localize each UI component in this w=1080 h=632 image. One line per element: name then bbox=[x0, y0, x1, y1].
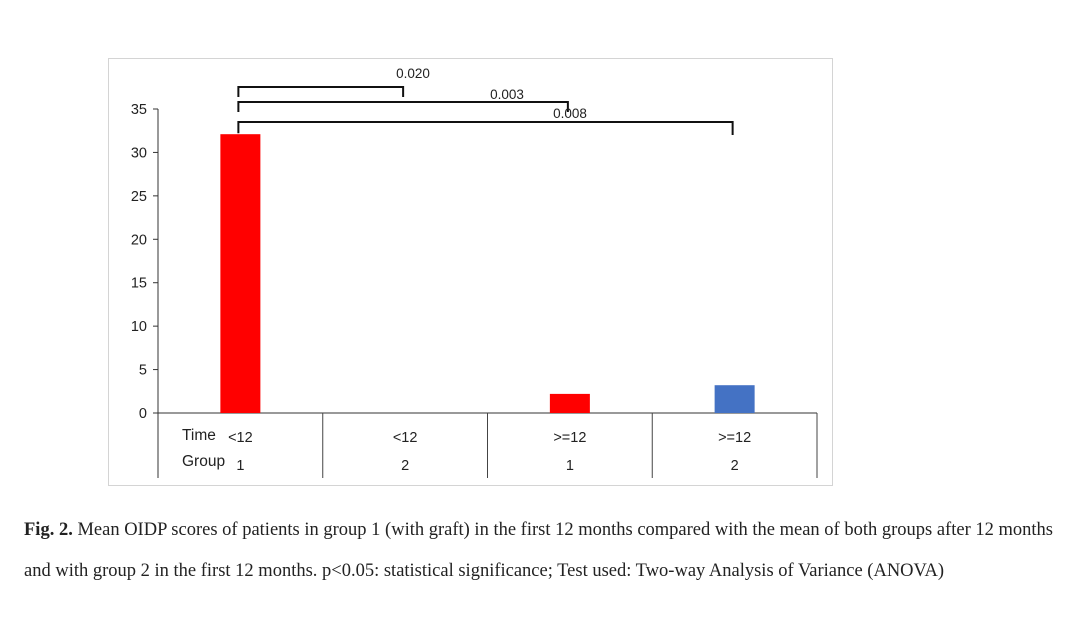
bar-chart: 05101520253035TimeGroup<121<122>=121>=12… bbox=[131, 66, 818, 478]
row-label-time: Time bbox=[182, 427, 216, 444]
bar bbox=[549, 393, 590, 413]
p-value-label: 0.008 bbox=[553, 106, 587, 121]
p-value-label: 0.020 bbox=[396, 66, 430, 81]
bar bbox=[714, 385, 755, 413]
y-tick-label: 0 bbox=[139, 406, 147, 422]
y-tick-label: 25 bbox=[131, 189, 147, 205]
figure-caption: Fig. 2. Mean OIDP scores of patients in … bbox=[24, 510, 1064, 592]
chart-frame: 0 5 10 15 20 25 30 35 Time Group <12 1 <12 2 >=12 1 >=12… bbox=[108, 58, 833, 486]
bar bbox=[220, 134, 261, 413]
y-tick-label: 35 bbox=[131, 102, 147, 118]
x-tick-label-time: >=12 bbox=[718, 430, 751, 446]
x-tick-label-group: 1 bbox=[566, 458, 574, 474]
significance-bracket bbox=[237, 121, 734, 135]
p-value-label: 0.003 bbox=[490, 87, 524, 102]
y-tick-label: 5 bbox=[139, 363, 147, 379]
caption-label: Fig. 2. bbox=[24, 520, 73, 540]
x-tick-label-time: >=12 bbox=[553, 430, 586, 446]
row-label-group: Group bbox=[182, 453, 225, 470]
y-tick-label: 15 bbox=[131, 276, 147, 292]
y-tick-label: 30 bbox=[131, 145, 147, 161]
significance-bracket bbox=[237, 86, 405, 97]
x-tick-label-group: 2 bbox=[401, 458, 409, 474]
y-tick-label: 10 bbox=[131, 319, 147, 335]
y-tick-label: 20 bbox=[131, 232, 147, 248]
x-tick-label-group: 2 bbox=[731, 458, 739, 474]
x-tick-label-time: <12 bbox=[393, 430, 418, 446]
x-tick-label-time: <12 bbox=[228, 430, 253, 446]
caption-text: Mean OIDP scores of patients in group 1 … bbox=[24, 520, 1053, 581]
x-tick-label-group: 1 bbox=[236, 458, 244, 474]
significance-bracket bbox=[237, 101, 569, 112]
